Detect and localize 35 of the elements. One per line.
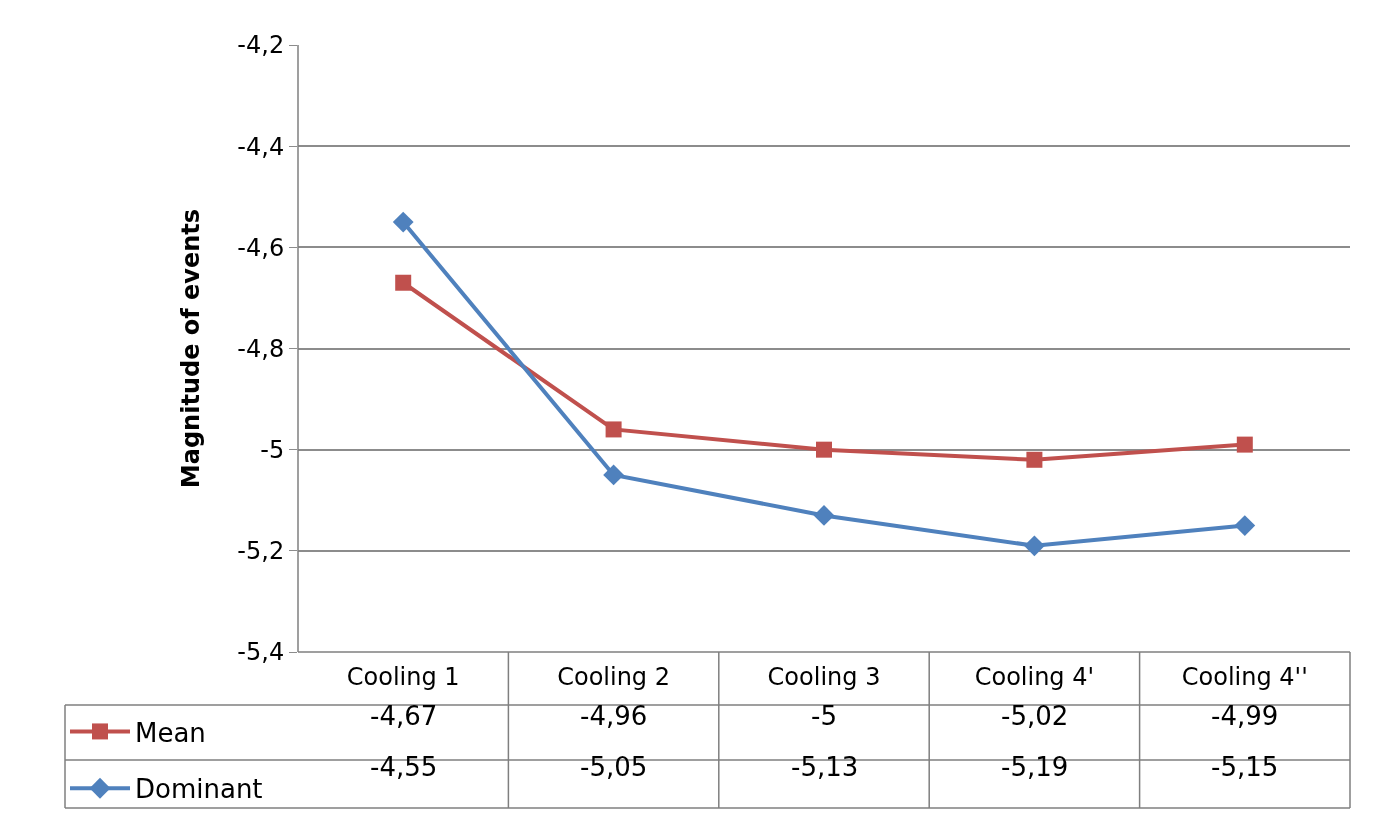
data-label: -5,15: [1211, 752, 1279, 782]
point: [392, 211, 414, 233]
y-tick-label: -4,4: [237, 132, 285, 161]
legend-label: Dominant: [135, 774, 263, 805]
y-tick-label: -4,8: [237, 334, 285, 363]
point: [1026, 451, 1043, 468]
x-tick-label: Cooling 4'': [1181, 663, 1308, 691]
point: [816, 441, 832, 458]
point: [395, 274, 412, 291]
y-tick-label: -5,2: [237, 537, 285, 566]
point: [1236, 436, 1253, 453]
data-label: -5,19: [1001, 752, 1069, 782]
data-label: -4,99: [1211, 701, 1279, 731]
y-tick-label: -5,4: [237, 638, 285, 667]
point: [813, 505, 835, 526]
x-tick-label: Cooling 1: [346, 663, 460, 691]
data-label: -5,02: [1001, 701, 1069, 731]
data-label: -5,05: [580, 752, 648, 782]
x-tick-label: Cooling 3: [767, 663, 881, 691]
y-tick-label: -4,6: [237, 233, 285, 262]
y-tick-label: -4,2: [237, 31, 285, 60]
data-label: -4,96: [580, 701, 648, 731]
x-tick-label: Cooling 2: [557, 663, 671, 691]
point: [603, 464, 624, 486]
y-axis-title: Magnitude of events: [177, 208, 206, 489]
data-label: -4,67: [370, 701, 438, 731]
point: [1024, 535, 1045, 557]
data-label: -4,55: [370, 752, 438, 782]
point: [605, 421, 622, 438]
data-label: -5: [811, 701, 837, 731]
y-tick-label: -5: [260, 436, 285, 465]
point: [1234, 515, 1256, 536]
data-label: -5,13: [791, 752, 859, 782]
legend-label: Mean: [135, 717, 206, 748]
x-tick-label: Cooling 4': [974, 663, 1095, 691]
